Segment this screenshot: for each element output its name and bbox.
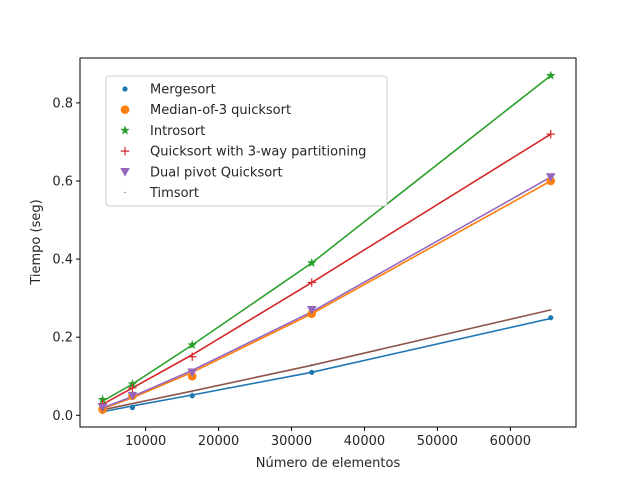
legend-marker-3 [120,146,130,156]
y-tick-label: 0.2 [52,331,73,346]
legend-label-0: Mergesort [150,83,216,98]
data-point-4-2 [187,368,198,378]
data-point-5-1 [131,402,134,405]
data-point-3-3 [307,278,316,287]
x-tick-label: 30000 [271,434,312,449]
series-line-0 [102,317,551,413]
y-tick-label: 0.0 [52,409,73,424]
legend-marker-0 [122,86,128,92]
y-axis: 0.0 0.2 0.4 0.6 0.8 [52,96,80,424]
y-tick-label: 0.8 [52,96,73,111]
legend-marker-1 [120,105,130,114]
legend-label-5: Timsort [149,186,199,201]
x-tick-label: 60000 [490,434,531,449]
data-point-0-1 [129,404,136,411]
legend-marker-2 [120,125,130,135]
legend-box [105,75,388,207]
data-point-0-4 [548,315,554,321]
legend: Mergesort Median-of-3 quicksort Introsort Q… [105,75,388,207]
legend-marker-4 [120,167,130,177]
x-axis-label: Número de elementos [256,456,401,471]
data-point-2-2 [187,340,197,350]
x-tick-label: 50000 [417,434,458,449]
x-tick-label: 20000 [198,434,239,449]
data-point-3-2 [188,352,197,361]
legend-marker-5 [124,191,126,194]
series-line-5 [102,309,551,411]
data-point-4-4 [545,173,556,182]
y-tick-label: 0.4 [52,253,73,268]
data-point-4-0 [97,403,108,413]
data-point-5-2 [191,391,193,393]
data-point-3-1 [128,383,137,393]
x-tick-label: 40000 [344,434,385,449]
plot-area-frame [79,57,577,428]
data-point-0-3 [309,369,315,375]
x-tick-label: 10000 [125,434,166,449]
data-point-0-2 [189,393,195,399]
data-point-5-3 [311,363,313,366]
data-point-2-4 [545,70,556,80]
data-point-4-3 [306,306,317,315]
data-point-5-0 [101,408,104,411]
series-line-4 [102,176,552,409]
data-point-3-4 [546,129,555,139]
legend-label-2: Introsort [150,124,205,139]
y-axis-label: Tiempo (seg) [29,199,44,285]
data-point-5-4 [550,309,552,311]
data-point-2-0 [97,394,108,404]
legend-label-1: Median-of-3 quicksort [150,103,291,118]
legend-label-4: Dual pivot Quicksort [150,165,283,180]
y-tick-label: 0.6 [52,175,73,190]
x-axis: 10000 20000 30000 40000 50000 60000 [125,427,531,449]
data-point-4-1 [127,391,138,401]
data-point-2-1 [127,379,138,389]
data-point-2-3 [306,258,317,268]
legend-label-3: Quicksort with 3-way partitioning [150,145,366,160]
